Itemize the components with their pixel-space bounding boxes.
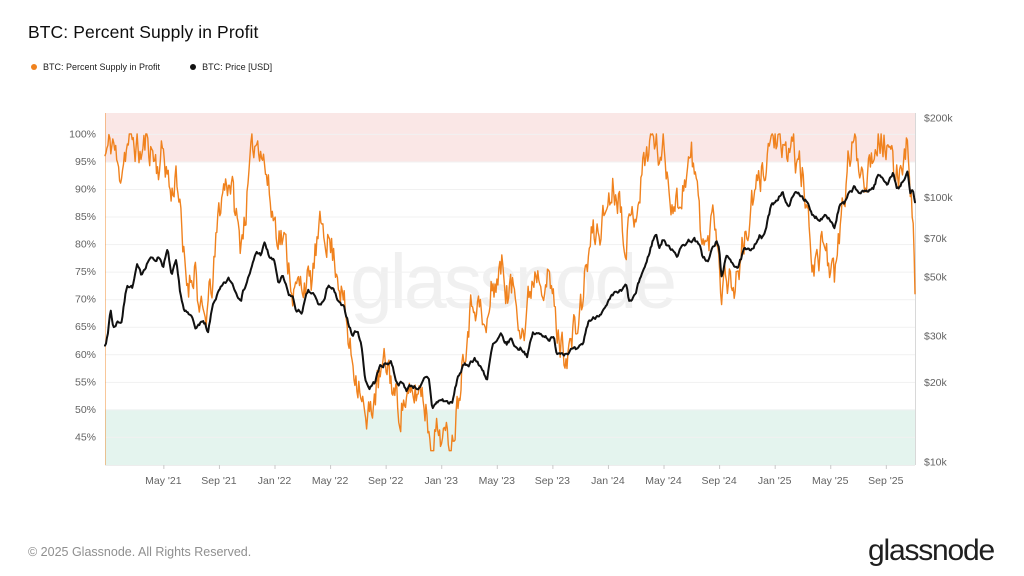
x-axis-tick-label: Jan '25 (758, 475, 792, 487)
x-axis-tick-label: Jan '22 (258, 475, 292, 487)
x-axis-tick-label: Sep '21 (201, 475, 236, 487)
y-axis-right-tick-label: $100k (924, 192, 953, 204)
page-title: BTC: Percent Supply in Profit (28, 22, 259, 42)
legend-item-btc-price[interactable]: BTC: Price [USD] (190, 62, 272, 72)
x-axis-tick-label: May '24 (645, 475, 682, 487)
legend-dot-black-icon (190, 64, 197, 70)
y-axis-left-tick-label: 70% (75, 294, 96, 306)
glassnode-logo[interactable]: glassnode (868, 534, 995, 567)
x-axis-tick-label: May '21 (145, 475, 182, 487)
x-axis-tick-label: Sep '23 (535, 475, 570, 487)
y-axis-left-tick-label: 75% (75, 266, 96, 278)
y-axis-right-tick-label: $70k (924, 233, 948, 245)
y-axis-left-tick-label: 85% (75, 211, 96, 223)
x-axis-tick-label: May '23 (479, 475, 516, 487)
y-axis-right-tick-label: $50k (924, 272, 948, 284)
y-axis-left-tick-label: 45% (75, 431, 96, 443)
y-axis-left-tick-label: 90% (75, 184, 96, 196)
legend-item-percent-supply[interactable]: BTC: Percent Supply in Profit (31, 62, 160, 72)
x-axis-tick-label: Sep '25 (868, 475, 903, 487)
y-axis-left-tick-label: 80% (75, 239, 96, 251)
legend-label: BTC: Percent Supply in Profit (43, 62, 161, 72)
legend-label: BTC: Price [USD] (202, 62, 273, 72)
x-axis-tick-label: May '25 (812, 475, 849, 487)
copyright-text: © 2025 Glassnode. All Rights Reserved. (28, 545, 252, 559)
x-axis-tick-label: Sep '24 (701, 475, 736, 487)
y-axis-right-tick-label: $30k (924, 330, 948, 342)
series-line-btc-price (104, 170, 916, 410)
series-line-percent-supply-in-profit (104, 133, 916, 452)
legend-dot-orange-icon (31, 64, 37, 70)
y-axis-left-tick-label: 55% (75, 376, 96, 388)
chart-legend: BTC: Percent Supply in Profit BTC: Price… (31, 62, 272, 72)
y-axis-right-tick-label: $20k (924, 377, 948, 389)
x-axis-tick-label: Jan '24 (591, 475, 625, 487)
x-axis-tick-label: May '22 (312, 475, 349, 487)
y-axis-left-tick-label: 50% (75, 404, 96, 416)
y-axis-right-tick-label: $10k (924, 456, 948, 468)
y-axis-right-tick-label: $200k (924, 113, 953, 125)
x-axis-tick-label: Sep '22 (368, 475, 403, 487)
y-axis-left-tick-label: 95% (75, 156, 96, 168)
y-axis-left-tick-label: 100% (69, 128, 96, 140)
y-axis-left-tick-label: 60% (75, 349, 96, 361)
x-axis-tick-label: Jan '23 (424, 475, 458, 487)
y-axis-left-tick-label: 65% (75, 321, 96, 333)
